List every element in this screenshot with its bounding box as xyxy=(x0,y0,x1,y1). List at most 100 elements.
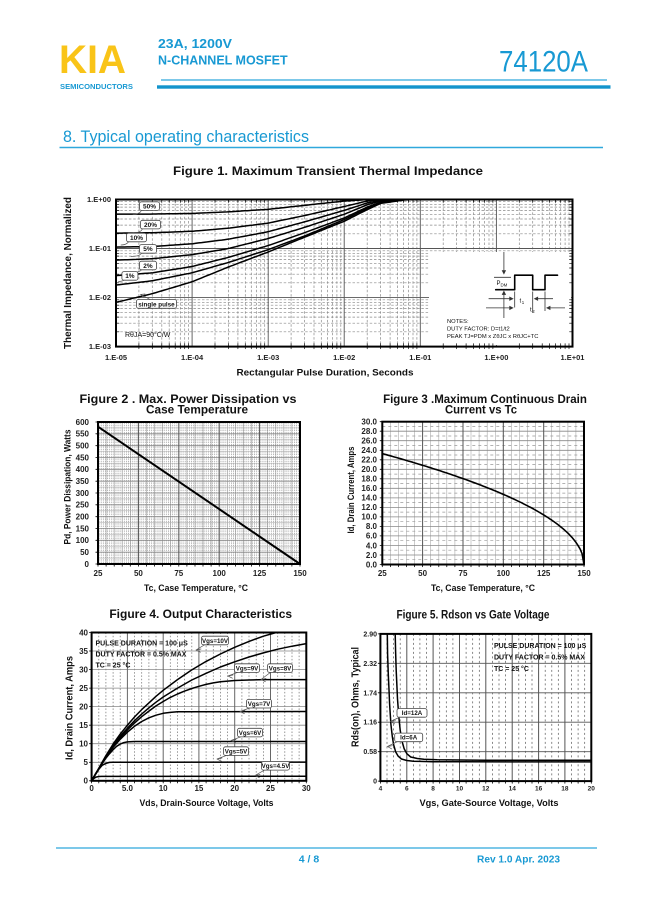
svg-text:Rectangular Pulse Duration, Se: Rectangular Pulse Duration, Seconds xyxy=(237,368,414,379)
svg-text:0: 0 xyxy=(89,784,94,793)
svg-text:Figure 4. Output Characteristi: Figure 4. Output Characteristics xyxy=(109,607,292,621)
svg-text:10: 10 xyxy=(159,784,168,793)
svg-text:16.0: 16.0 xyxy=(361,484,377,493)
svg-text:35: 35 xyxy=(79,647,88,656)
svg-text:Rds(on), Ohms, Typical: Rds(on), Ohms, Typical xyxy=(351,647,362,747)
svg-text:Vgs=4.5V: Vgs=4.5V xyxy=(262,763,291,770)
svg-text:0: 0 xyxy=(85,560,90,569)
svg-text:14: 14 xyxy=(509,786,517,793)
svg-text:N-CHANNEL MOSFET: N-CHANNEL MOSFET xyxy=(158,54,288,68)
svg-text:Id, Drain Current, Amps: Id, Drain Current, Amps xyxy=(65,656,76,760)
svg-text:125: 125 xyxy=(253,569,267,578)
svg-text:5: 5 xyxy=(84,758,89,767)
svg-text:PULSE DURATION = 100 μS: PULSE DURATION = 100 μS xyxy=(494,643,587,650)
svg-text:Figure 2 . Max. Power Dissipat: Figure 2 . Max. Power Dissipation vs xyxy=(80,394,297,406)
svg-text:100: 100 xyxy=(76,536,90,545)
svg-text:DUTY FACTOR: D=t1/t2: DUTY FACTOR: D=t1/t2 xyxy=(447,327,510,333)
svg-text:Id=12A: Id=12A xyxy=(402,710,423,717)
svg-text:PEAK TJ=PDM x ZθJC x RθJC+TC: PEAK TJ=PDM x ZθJC x RθJC+TC xyxy=(447,334,538,340)
svg-text:200: 200 xyxy=(76,513,90,522)
svg-text:1.E-03: 1.E-03 xyxy=(257,353,279,362)
svg-text:Figure 1. Maximum Transient Th: Figure 1. Maximum Transient Thermal Impe… xyxy=(173,164,483,178)
svg-text:1: 1 xyxy=(522,300,525,305)
svg-text:1%: 1% xyxy=(125,273,135,280)
svg-text:15: 15 xyxy=(79,721,88,730)
svg-text:12.0: 12.0 xyxy=(361,503,377,512)
svg-text:2%: 2% xyxy=(143,263,153,270)
svg-text:Thermal Impedance, Normalized: Thermal Impedance, Normalized xyxy=(63,197,74,349)
svg-text:75: 75 xyxy=(174,569,183,578)
svg-text:2.90: 2.90 xyxy=(363,631,377,638)
svg-text:18.0: 18.0 xyxy=(361,475,377,484)
svg-text:30: 30 xyxy=(302,784,311,793)
svg-text:single pulse: single pulse xyxy=(138,301,175,308)
svg-text:5.0: 5.0 xyxy=(122,784,134,793)
svg-text:20.0: 20.0 xyxy=(361,465,377,474)
svg-text:DUTY FACTOR = 0.5% MAX: DUTY FACTOR = 0.5% MAX xyxy=(96,652,187,659)
svg-text:Id=6A: Id=6A xyxy=(400,735,418,742)
svg-text:150: 150 xyxy=(577,569,591,578)
svg-text:1.E+00: 1.E+00 xyxy=(484,353,508,362)
svg-text:8: 8 xyxy=(431,786,435,793)
svg-text:20: 20 xyxy=(230,784,239,793)
svg-text:20%: 20% xyxy=(144,222,157,229)
svg-text:4.0: 4.0 xyxy=(366,541,378,550)
svg-text:0.58: 0.58 xyxy=(363,749,377,756)
svg-text:Vgs=9V: Vgs=9V xyxy=(236,665,259,672)
svg-text:1.E-01: 1.E-01 xyxy=(89,244,111,253)
svg-text:Figure 5. Rdson vs Gate Volta: Figure 5. Rdson vs Gate Voltage xyxy=(397,608,550,622)
svg-text:0: 0 xyxy=(373,779,377,786)
svg-text:30: 30 xyxy=(79,665,88,674)
svg-text:600: 600 xyxy=(76,418,90,427)
svg-text:50: 50 xyxy=(134,569,143,578)
svg-text:1.E-03: 1.E-03 xyxy=(89,342,111,351)
svg-text:500: 500 xyxy=(76,442,90,451)
svg-text:1.E+01: 1.E+01 xyxy=(561,353,585,362)
svg-text:Figure 3 .Maximum Continuous D: Figure 3 .Maximum Continuous Drain xyxy=(383,394,587,406)
svg-text:150: 150 xyxy=(293,569,307,578)
svg-text:50%: 50% xyxy=(143,203,156,210)
svg-text:Vgs=6V: Vgs=6V xyxy=(239,730,262,737)
svg-text:Vgs=10V: Vgs=10V xyxy=(202,638,229,645)
svg-text:100: 100 xyxy=(213,569,227,578)
svg-text:TC = 25 °C: TC = 25 °C xyxy=(96,662,131,670)
svg-text:450: 450 xyxy=(76,453,90,462)
svg-text:20: 20 xyxy=(588,786,596,793)
svg-text:4 / 8: 4 / 8 xyxy=(299,854,320,866)
svg-text:125: 125 xyxy=(537,569,551,578)
svg-text:Rev 1.0 Apr. 2023: Rev 1.0 Apr. 2023 xyxy=(477,854,560,866)
svg-text:300: 300 xyxy=(76,489,90,498)
svg-text:550: 550 xyxy=(76,430,90,439)
svg-text:15: 15 xyxy=(194,784,203,793)
svg-text:1.16: 1.16 xyxy=(363,720,377,727)
svg-text:Id, Drain Current, Amps: Id, Drain Current, Amps xyxy=(346,447,357,534)
svg-text:Pd, Power Dissipation, Watts: Pd, Power Dissipation, Watts xyxy=(63,430,74,545)
svg-text:10: 10 xyxy=(456,786,464,793)
svg-text:RθJA=90°C/W: RθJA=90°C/W xyxy=(125,331,171,339)
svg-text:1.E-04: 1.E-04 xyxy=(181,353,204,362)
svg-text:10: 10 xyxy=(79,740,88,749)
svg-text:Case Temperature: Case Temperature xyxy=(146,405,248,417)
svg-text:Tc, Case Temperature, °C: Tc, Case Temperature, °C xyxy=(431,583,535,594)
svg-text:1.E+00: 1.E+00 xyxy=(87,195,111,204)
svg-text:8. Typical operating character: 8. Typical operating characteristics xyxy=(63,128,309,146)
svg-text:24.0: 24.0 xyxy=(361,446,377,455)
svg-text:1.E-01: 1.E-01 xyxy=(409,353,431,362)
svg-text:40: 40 xyxy=(79,628,88,637)
svg-text:6: 6 xyxy=(405,786,409,793)
svg-text:2: 2 xyxy=(532,309,535,314)
svg-text:P: P xyxy=(497,281,501,287)
svg-text:DM: DM xyxy=(501,283,508,288)
svg-text:50: 50 xyxy=(80,548,89,557)
svg-text:100: 100 xyxy=(497,569,511,578)
svg-text:0.0: 0.0 xyxy=(366,560,378,569)
svg-text:16: 16 xyxy=(535,786,543,793)
svg-text:10.0: 10.0 xyxy=(361,513,377,522)
svg-text:NOTES:: NOTES: xyxy=(447,319,469,325)
svg-text:t: t xyxy=(520,299,522,305)
svg-text:150: 150 xyxy=(76,524,90,533)
svg-text:0: 0 xyxy=(84,777,89,786)
svg-text:KIA: KIA xyxy=(59,38,126,82)
svg-text:22.0: 22.0 xyxy=(361,456,377,465)
svg-text:18: 18 xyxy=(561,786,569,793)
